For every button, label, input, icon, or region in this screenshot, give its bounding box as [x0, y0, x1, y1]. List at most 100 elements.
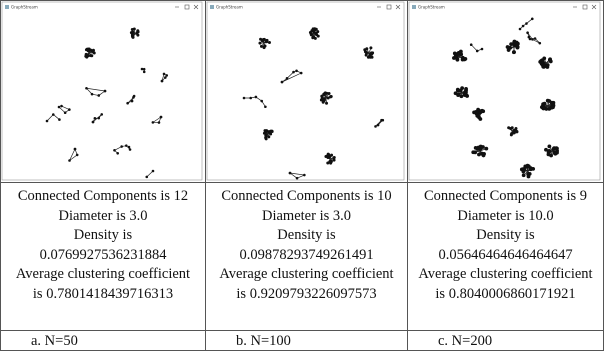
- node: [76, 154, 79, 157]
- node: [264, 105, 267, 108]
- node: [514, 129, 517, 132]
- graph-window: GraphStream: [206, 1, 407, 182]
- node: [281, 81, 284, 84]
- node: [132, 96, 135, 99]
- node: [300, 72, 303, 75]
- node: [264, 45, 267, 48]
- node: [91, 50, 94, 53]
- node: [511, 126, 514, 129]
- node: [325, 155, 328, 158]
- stat-line: 0.05646464646464647: [408, 246, 603, 266]
- node: [74, 148, 77, 151]
- window-title: GraphStream: [418, 5, 445, 10]
- node: [516, 46, 520, 50]
- node: [480, 152, 484, 156]
- node: [286, 77, 289, 80]
- caption: c. N=200: [408, 330, 603, 350]
- stat-line: Density is: [1, 226, 205, 246]
- node: [550, 105, 554, 109]
- node: [255, 96, 258, 99]
- node: [46, 120, 49, 123]
- node: [58, 106, 61, 109]
- node: [325, 102, 328, 105]
- node: [527, 175, 531, 179]
- node: [267, 135, 270, 138]
- node: [513, 40, 517, 44]
- node: [163, 73, 166, 76]
- graph-window: GraphStream: [1, 1, 205, 182]
- node: [296, 177, 299, 180]
- window-frame: [207, 2, 404, 180]
- stat-line: Density is: [408, 226, 603, 246]
- stat-line: Connected Components is 9: [408, 187, 603, 207]
- node: [473, 150, 477, 154]
- node: [116, 152, 119, 155]
- node: [289, 172, 292, 175]
- node: [260, 100, 263, 103]
- node: [64, 111, 67, 114]
- node: [547, 144, 551, 148]
- node: [52, 113, 55, 116]
- node: [158, 121, 161, 124]
- node: [131, 100, 134, 103]
- node: [249, 97, 252, 100]
- node: [454, 91, 458, 95]
- node: [269, 133, 272, 136]
- node: [129, 148, 132, 151]
- node: [329, 95, 332, 98]
- node: [456, 58, 460, 62]
- node: [475, 110, 479, 114]
- stat-line: is 0.9209793226097573: [206, 285, 407, 305]
- node: [481, 48, 484, 51]
- node: [243, 97, 246, 100]
- node: [92, 121, 95, 124]
- window-frame: [409, 2, 600, 180]
- stat-line: Average clustering coefficient: [408, 265, 603, 285]
- node: [145, 176, 148, 179]
- screenshot: GraphStream: [206, 1, 408, 183]
- node: [463, 93, 467, 97]
- window-icon: [210, 5, 214, 9]
- graph-window: GraphStream: [408, 1, 603, 182]
- node: [538, 42, 541, 45]
- caption: a. N=50: [1, 330, 206, 350]
- node: [264, 131, 267, 134]
- node: [58, 118, 61, 121]
- node: [333, 159, 336, 162]
- node: [475, 114, 479, 118]
- stat-line: Diameter is 3.0: [1, 207, 205, 227]
- stat-line: 0.0769927536231884: [1, 246, 205, 266]
- window-title: GraphStream: [11, 5, 38, 10]
- node: [367, 56, 370, 59]
- node: [531, 38, 534, 41]
- node: [464, 87, 468, 91]
- node: [97, 94, 100, 97]
- node: [128, 146, 131, 149]
- node: [506, 45, 510, 49]
- node: [85, 53, 88, 56]
- node: [322, 101, 325, 104]
- node: [312, 35, 315, 38]
- stat-line: Connected Components is 10: [206, 187, 407, 207]
- node: [461, 56, 465, 60]
- node: [68, 159, 71, 162]
- stat-line: Connected Components is 12: [1, 187, 205, 207]
- node: [528, 36, 531, 39]
- node: [510, 133, 513, 136]
- node: [374, 125, 377, 128]
- node: [126, 102, 129, 105]
- node: [534, 37, 537, 40]
- node: [131, 31, 134, 34]
- node: [459, 52, 463, 56]
- stat-line: Diameter is 3.0: [206, 207, 407, 227]
- node: [152, 121, 155, 124]
- node: [104, 90, 107, 93]
- node: [381, 119, 384, 122]
- node: [484, 147, 488, 151]
- node: [132, 36, 135, 39]
- node: [265, 137, 268, 140]
- node: [265, 134, 268, 137]
- node: [152, 170, 155, 173]
- node: [165, 74, 168, 77]
- stat-line: Diameter is 10.0: [408, 207, 603, 227]
